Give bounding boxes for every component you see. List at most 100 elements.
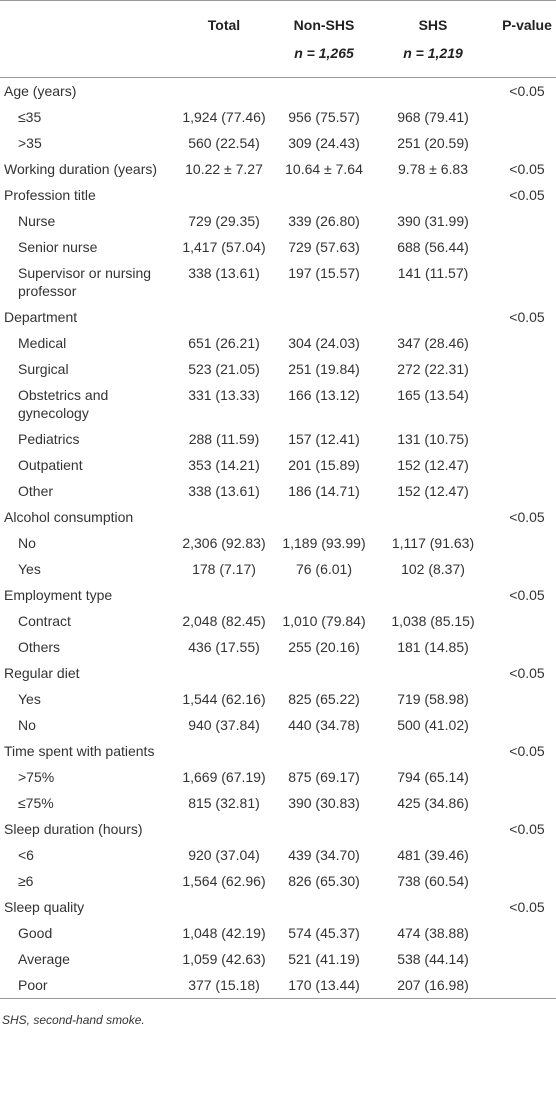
cell: 201 (15.89) xyxy=(288,457,360,473)
column-n: n = 1,265 xyxy=(294,45,354,61)
cell: 815 (32.81) xyxy=(188,795,260,811)
cell xyxy=(498,330,556,356)
column-title: P-value xyxy=(502,17,552,33)
cell: 920 (37.04) xyxy=(188,847,260,863)
cell: 338 (13.61) xyxy=(188,483,260,499)
item-row: Yes 178 (7.17) 76 (6.01) 102 (8.37) xyxy=(0,556,556,582)
item-label: Surgical xyxy=(18,361,69,377)
column-n: n = 1,219 xyxy=(403,45,463,61)
cell xyxy=(498,234,556,260)
cell: 251 (20.59) xyxy=(397,135,469,151)
cell: 377 (15.18) xyxy=(188,977,260,993)
cell: 968 (79.41) xyxy=(397,109,469,125)
cell: 1,189 (93.99) xyxy=(282,535,366,551)
cell: 186 (14.71) xyxy=(288,483,360,499)
item-row: Nurse 729 (29.35) 339 (26.80) 390 (31.99) xyxy=(0,208,556,234)
item-label: ≤75% xyxy=(18,795,54,811)
cell: 474 (38.88) xyxy=(397,925,469,941)
group-row: Alcohol consumption <0.05 xyxy=(0,504,556,530)
item-label: Medical xyxy=(18,335,67,351)
cell xyxy=(168,582,280,608)
item-label: Nurse xyxy=(18,213,56,229)
cell: 1,010 (79.84) xyxy=(282,613,366,629)
cell: 2,048 (82.45) xyxy=(182,613,266,629)
item-label: Senior nurse xyxy=(18,239,98,255)
cell xyxy=(368,304,498,330)
cell: 255 (20.16) xyxy=(288,639,360,655)
cell: 165 (13.54) xyxy=(397,387,469,403)
item-row: Others 436 (17.55) 255 (20.16) 181 (14.85) xyxy=(0,634,556,660)
column-title: Total xyxy=(207,17,241,33)
cell: 157 (12.41) xyxy=(288,431,360,447)
cell: 10.22 ± 7.27 xyxy=(185,161,263,177)
cell xyxy=(498,712,556,738)
p-value: <0.05 xyxy=(509,587,545,603)
cell: 651 (26.21) xyxy=(188,335,260,351)
cell: 439 (34.70) xyxy=(288,847,360,863)
item-row: ≤75% 815 (32.81) 390 (30.83) 425 (34.86) xyxy=(0,790,556,816)
cell: 521 (41.19) xyxy=(288,951,360,967)
cell xyxy=(280,304,368,330)
cell xyxy=(280,894,368,920)
cell: 1,048 (42.19) xyxy=(182,925,266,941)
cell: 1,038 (85.15) xyxy=(391,613,475,629)
cell: 166 (13.12) xyxy=(288,387,360,403)
p-value: <0.05 xyxy=(509,83,545,99)
cell xyxy=(498,104,556,130)
group-label: Age (years) xyxy=(4,83,77,99)
cell: 390 (30.83) xyxy=(288,795,360,811)
cell xyxy=(280,504,368,530)
p-value: <0.05 xyxy=(509,309,545,325)
cell xyxy=(498,356,556,382)
cell xyxy=(498,530,556,556)
item-row: No 940 (37.84) 440 (34.78) 500 (41.02) xyxy=(0,712,556,738)
cell xyxy=(498,790,556,816)
cell xyxy=(168,78,280,105)
cell: 131 (10.75) xyxy=(397,431,469,447)
cell: 288 (11.59) xyxy=(188,431,260,447)
item-label: Others xyxy=(18,639,61,655)
cell: 10.64 ± 7.64 xyxy=(285,161,363,177)
cell: 2,306 (92.83) xyxy=(182,535,266,551)
p-value: <0.05 xyxy=(509,665,545,681)
cell xyxy=(168,504,280,530)
cell: 331 (13.33) xyxy=(188,387,260,403)
cell: 390 (31.99) xyxy=(397,213,469,229)
cell: 956 (75.57) xyxy=(288,109,360,125)
cell: 178 (7.17) xyxy=(192,561,256,577)
cell: 794 (65.14) xyxy=(397,769,469,785)
cell: 347 (28.46) xyxy=(397,335,469,351)
cell xyxy=(168,304,280,330)
cell: 207 (16.98) xyxy=(397,977,469,993)
item-row: <6 920 (37.04) 439 (34.70) 481 (39.46) xyxy=(0,842,556,868)
group-row: Profession title <0.05 xyxy=(0,182,556,208)
header-cell: Total xyxy=(168,1,280,78)
column-title: Non-SHS xyxy=(293,17,355,33)
header-cell: Non-SHS n = 1,265 xyxy=(280,1,368,78)
cell xyxy=(368,816,498,842)
group-row: Age (years) <0.05 xyxy=(0,78,556,105)
cell: 436 (17.55) xyxy=(188,639,260,655)
cell xyxy=(368,660,498,686)
p-value: <0.05 xyxy=(509,743,545,759)
cell: 500 (41.02) xyxy=(397,717,469,733)
item-row: >75% 1,669 (67.19) 875 (69.17) 794 (65.14) xyxy=(0,764,556,790)
item-row: Pediatrics 288 (11.59) 157 (12.41) 131 (10.… xyxy=(0,426,556,452)
cell xyxy=(368,738,498,764)
cell xyxy=(498,920,556,946)
group-row: Regular diet <0.05 xyxy=(0,660,556,686)
cell xyxy=(498,130,556,156)
group-label: Time spent with patients xyxy=(4,743,155,759)
item-label: Pediatrics xyxy=(18,431,80,447)
header-cell: P-value xyxy=(498,1,556,78)
cell: 574 (45.37) xyxy=(288,925,360,941)
group-row: Working duration (years) 10.22 ± 7.27 10.6… xyxy=(0,156,556,182)
cell: 940 (37.84) xyxy=(188,717,260,733)
cell xyxy=(368,504,498,530)
cell: 9.78 ± 6.83 xyxy=(398,161,468,177)
cell: 152 (12.47) xyxy=(397,457,469,473)
item-row: Average 1,059 (42.63) 521 (41.19) 538 (44.1… xyxy=(0,946,556,972)
item-label: Outpatient xyxy=(18,457,83,473)
header-cell: SHS n = 1,219 xyxy=(368,1,498,78)
item-label: Supervisor or nursing professor xyxy=(18,265,152,299)
